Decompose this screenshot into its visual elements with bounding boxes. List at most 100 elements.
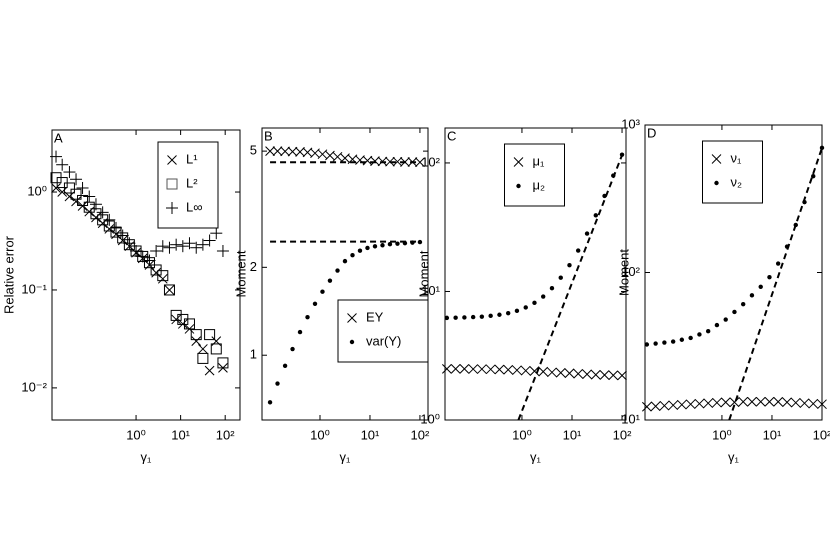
data-point — [617, 370, 627, 381]
data-point — [350, 253, 355, 258]
data-point — [764, 396, 775, 407]
data-point — [784, 244, 790, 249]
marker-stroke — [529, 366, 540, 376]
data-point — [808, 398, 819, 409]
marker — [711, 154, 722, 164]
data-point — [444, 315, 450, 321]
legend-label: ν₂ — [731, 174, 743, 189]
data-point — [488, 313, 493, 319]
data-point — [190, 241, 203, 254]
axes-box — [261, 127, 429, 421]
data-point — [297, 329, 303, 335]
marker-stroke — [703, 398, 714, 409]
marker — [167, 155, 177, 165]
data-point — [547, 367, 557, 378]
marker-stroke — [662, 340, 667, 345]
marker-stroke — [808, 398, 819, 409]
marker-stroke — [767, 274, 772, 280]
marker-stroke — [670, 339, 676, 344]
y-tick-label: 10¹ — [421, 283, 440, 298]
marker-stroke — [790, 397, 801, 408]
marker-stroke — [476, 364, 487, 374]
panel: 10⁰ 10¹ 10² 10⁰ 10¹ 10² Cγ₁ Moment μ₁ μ₂ — [416, 127, 632, 464]
marker-stroke — [720, 397, 731, 408]
marker-stroke — [617, 370, 627, 381]
data-point — [355, 155, 365, 165]
data-point — [450, 363, 461, 374]
marker-stroke — [177, 319, 188, 329]
x-tick-label: 10¹ — [361, 427, 380, 442]
marker-stroke — [505, 310, 511, 316]
marker-stroke — [590, 369, 601, 380]
data-point — [679, 337, 685, 342]
data-point — [642, 401, 652, 412]
x-axis-label: γ₁ — [530, 449, 542, 464]
data-point — [116, 229, 129, 242]
data-point — [479, 314, 485, 319]
marker — [347, 313, 357, 323]
marker-stroke — [494, 364, 505, 375]
data-point — [265, 146, 275, 156]
data-point — [653, 341, 658, 346]
marker-stroke — [523, 305, 528, 310]
marker-stroke — [191, 336, 202, 347]
marker-stroke — [83, 201, 95, 213]
marker-stroke — [150, 264, 162, 276]
marker-stroke — [732, 309, 737, 315]
marker-stroke — [395, 241, 400, 246]
marker-stroke — [204, 329, 216, 341]
marker-stroke — [295, 147, 305, 157]
marker-stroke — [485, 364, 496, 375]
reference-line — [728, 147, 823, 421]
marker-stroke — [468, 364, 479, 374]
data-point — [77, 194, 89, 206]
marker-stroke — [362, 155, 373, 166]
marker-stroke — [668, 400, 679, 411]
data-point — [272, 146, 283, 156]
data-point — [77, 201, 88, 211]
data-point — [83, 201, 95, 213]
data-point — [575, 248, 581, 253]
data-point — [327, 278, 333, 283]
marker-stroke — [297, 329, 303, 335]
marker-stroke — [685, 399, 696, 410]
marker-stroke — [370, 156, 380, 166]
data-point — [468, 364, 479, 374]
y-tick-label: 10⁰ — [27, 183, 47, 198]
data-point — [712, 397, 722, 408]
data-point — [387, 241, 393, 247]
data-point — [91, 212, 101, 223]
data-point — [497, 312, 502, 317]
marker — [513, 157, 524, 167]
marker-stroke — [204, 365, 215, 376]
data-point — [523, 305, 528, 310]
data-point — [541, 294, 546, 299]
x-tick-label: 10¹ — [563, 427, 582, 442]
data-point — [512, 365, 522, 376]
data-point — [170, 238, 183, 251]
data-point — [89, 198, 102, 211]
data-point — [197, 352, 209, 364]
data-point — [790, 397, 801, 408]
data-point — [164, 285, 175, 295]
data-point — [567, 263, 572, 268]
data-point — [442, 363, 452, 374]
marker-stroke — [355, 155, 365, 165]
panel-label: C — [447, 128, 456, 143]
marker-stroke — [541, 294, 546, 299]
data-point — [685, 399, 696, 410]
marker-stroke — [417, 239, 423, 245]
data-point — [372, 244, 378, 249]
panel-label: D — [647, 125, 656, 140]
marker-stroke — [688, 335, 693, 341]
data-point — [402, 240, 408, 246]
data-point — [688, 335, 693, 341]
data-point — [775, 261, 781, 266]
marker-stroke — [697, 332, 702, 337]
data-point — [732, 309, 737, 315]
data-point — [191, 336, 202, 347]
data-point — [558, 275, 563, 280]
y-axis-label: Relative error — [1, 235, 16, 314]
